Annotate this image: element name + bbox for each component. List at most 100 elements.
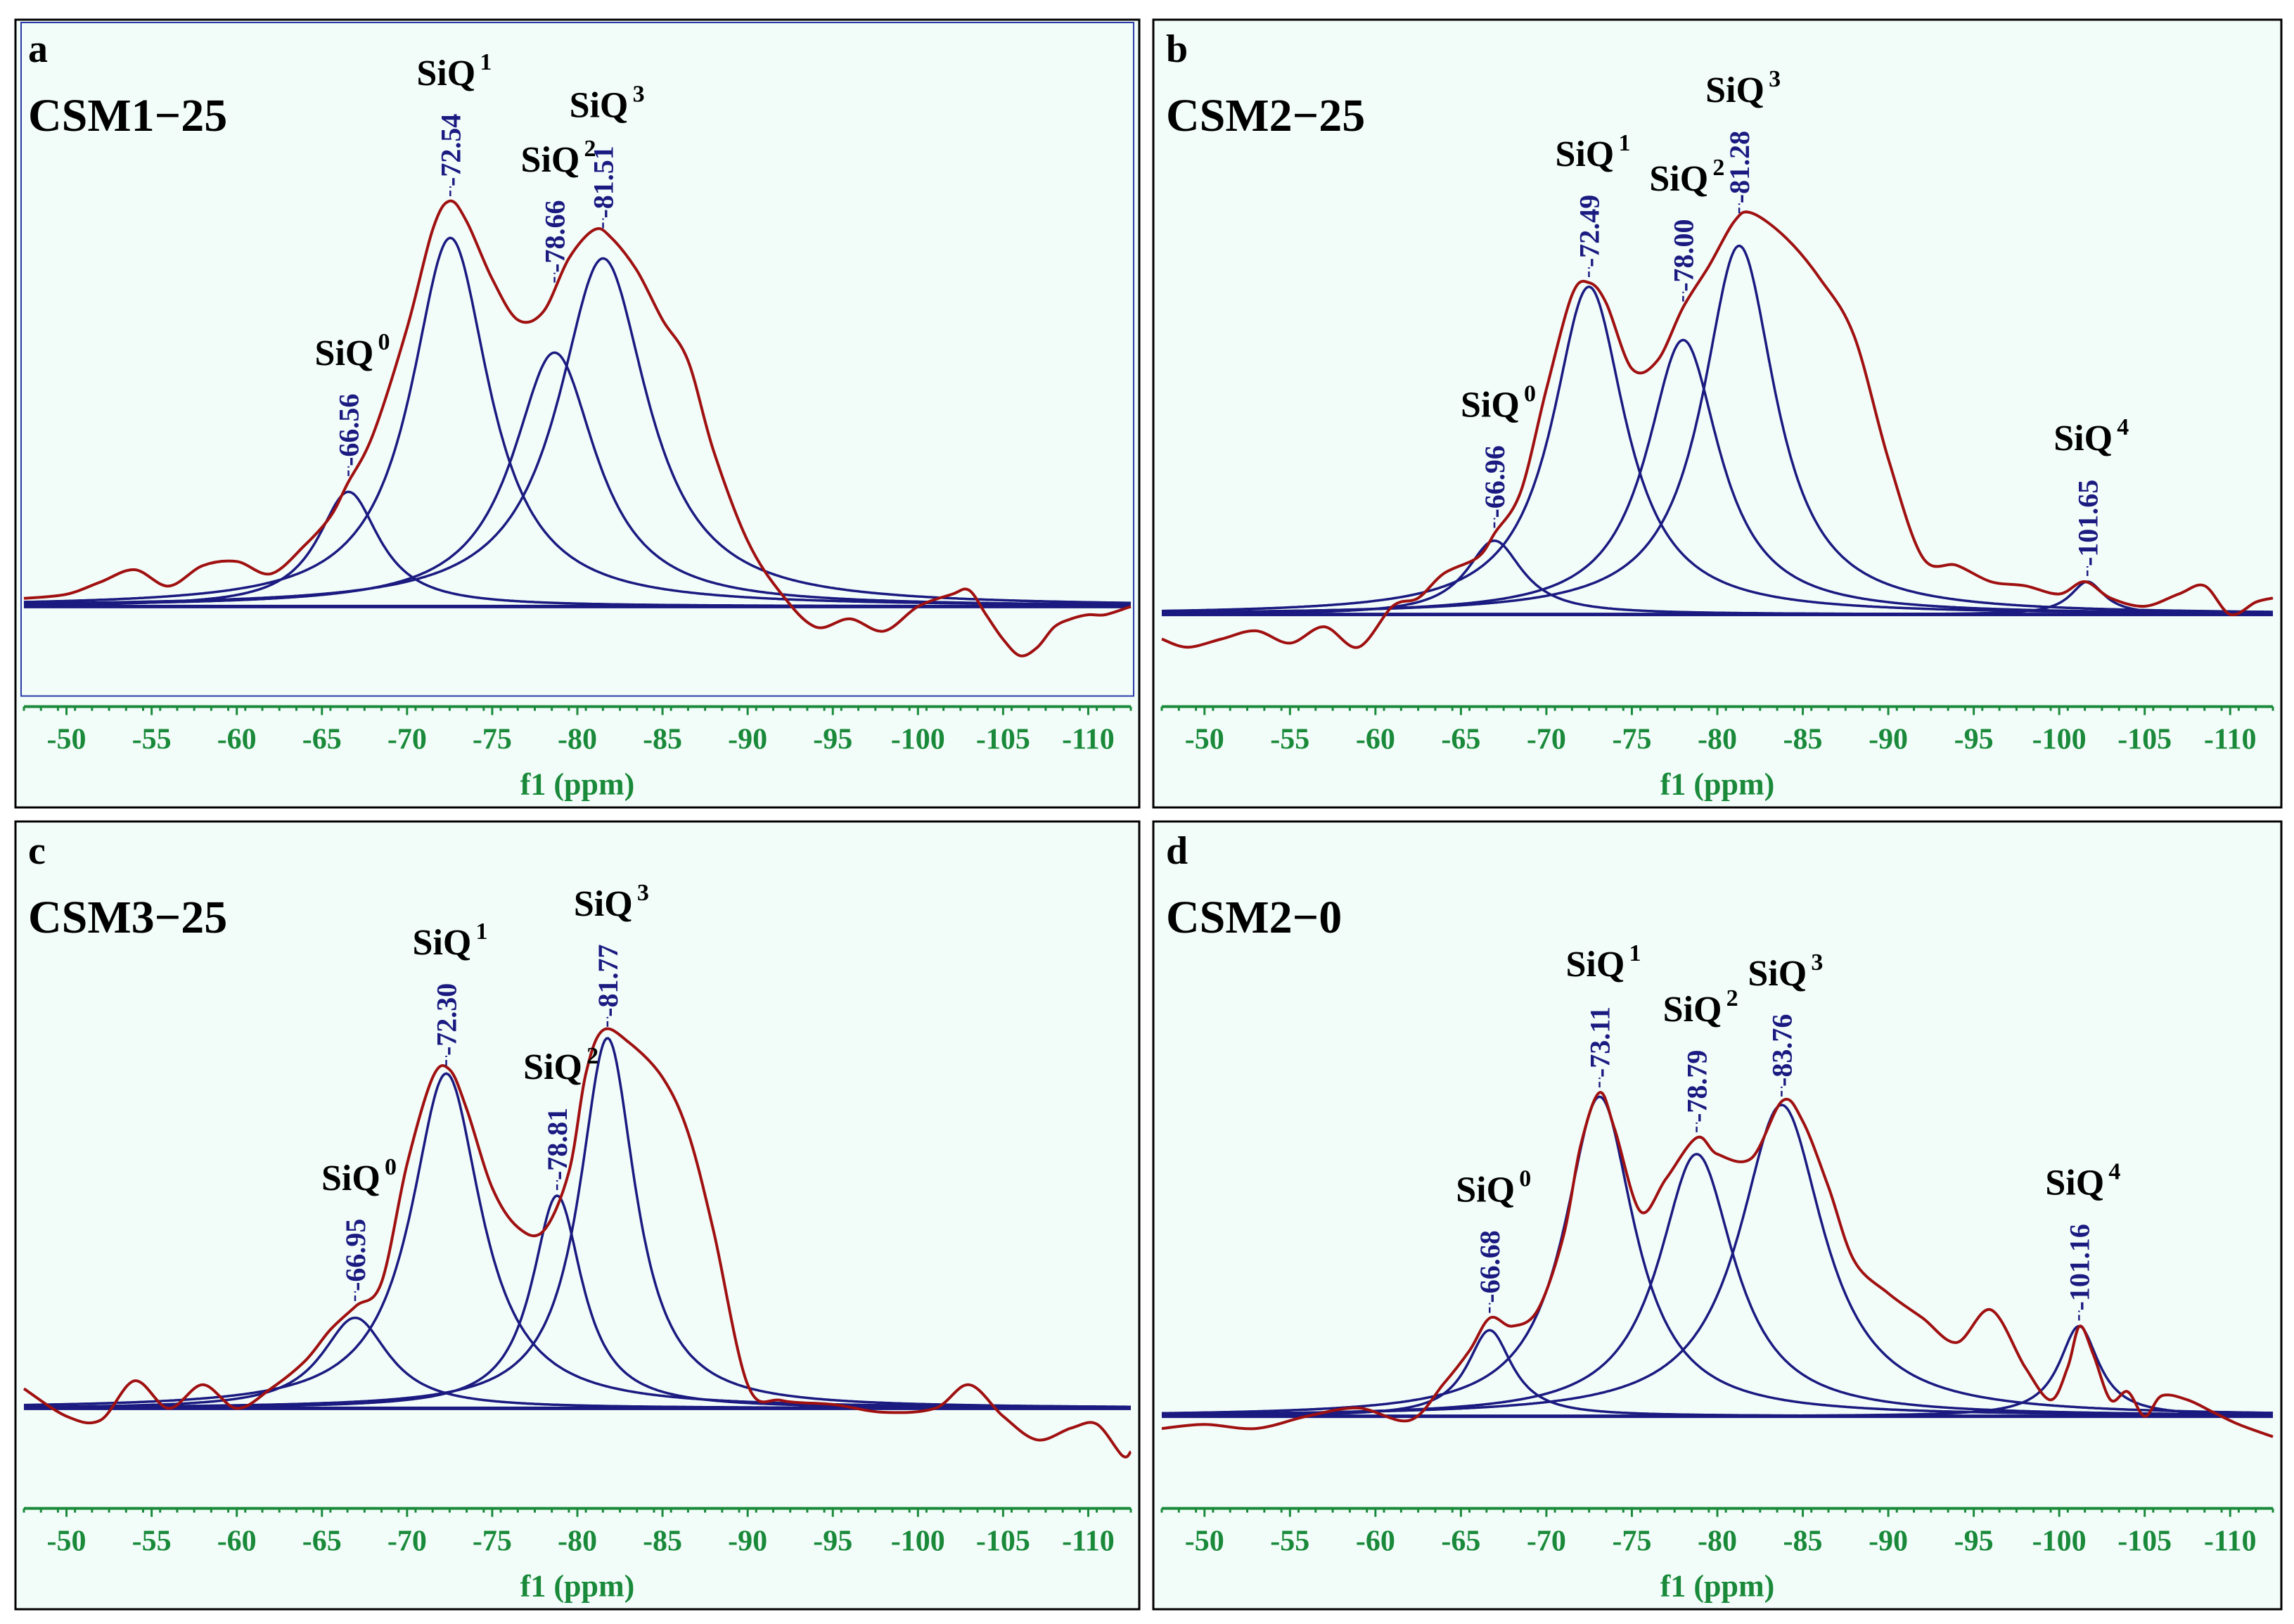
peak-name-label: SiQ [413,923,472,963]
x-tick-label: -65 [1441,1526,1480,1558]
x-tick-label: -60 [1356,1526,1395,1558]
peak-name-label: SiQ [523,1047,582,1087]
peak-name-superscript: 1 [1618,130,1630,156]
x-tick-label: -90 [1869,724,1908,756]
fit-curve-siq3 [1162,244,2273,614]
x-tick-label: -105 [2117,1526,2172,1558]
sample-name: CSM2−0 [1166,892,1342,943]
peak-name-superscript: 2 [584,136,596,162]
peak-name-superscript: 1 [480,49,492,75]
experimental-spectrum [23,1027,1132,1459]
panel-c: c CSM3−25 -50 -55 -60 -65 -70 -75 -80 -85 -90 -95 -1… [14,820,1141,1611]
peak-name-superscript: 2 [587,1043,598,1069]
peak-value-label: -66.56 [333,394,365,466]
plot-border [20,22,1134,697]
peak-name-superscript: 0 [1524,381,1536,407]
peak-name-label: SiQ [1555,134,1614,174]
plot-background [1155,823,2280,1608]
x-axis-label: f1 (ppm) [520,767,635,802]
x-tick-label: -80 [1698,724,1737,756]
x-tick-label: -85 [1783,1526,1823,1558]
peak-value-label: -78.81 [542,1108,573,1180]
x-tick-label: -85 [1783,724,1823,756]
peak-name-label: SiQ [416,53,475,94]
peak-name-label: SiQ [1566,945,1625,985]
panel-letter: c [28,829,46,873]
x-tick-label: -90 [1869,1526,1908,1558]
peak-name-superscript: 3 [637,880,649,906]
peak-value-label: -78.00 [1667,219,1699,291]
x-tick-label: -50 [47,1526,86,1558]
x-tick-label: -105 [976,1526,1030,1558]
x-tick-label: -55 [132,724,172,756]
x-tick-label: -95 [1954,1526,1994,1558]
peak-name-superscript: 0 [1519,1166,1531,1192]
peak-name-label: SiQ [321,1158,380,1198]
x-tick-label: -60 [217,1526,257,1558]
peak-name-label: SiQ [1663,990,1722,1030]
x-tick-label: -80 [558,1526,597,1558]
panel-a: a CSM1−25 -50 -55 -60 -65 -70 -75 -80 -85 -90 -95 -1… [14,18,1141,809]
sample-name: CSM3−25 [28,892,227,943]
x-tick-label: -65 [302,1526,342,1558]
peak-name-superscript: 1 [476,919,488,945]
x-tick-label: -70 [1527,724,1566,756]
x-axis-label: f1 (ppm) [520,1569,635,1604]
sample-name: CSM2−25 [1166,90,1365,141]
x-tick-label: -55 [132,1526,172,1558]
peak-value-label: -78.66 [539,200,571,272]
x-tick-label: -110 [2204,724,2257,756]
peak-value-label: -72.30 [431,983,463,1056]
peak-name-label: SiQ [1748,954,1807,994]
x-tick-label: -50 [47,724,86,756]
peak-name-label: SiQ [315,333,374,373]
x-tick-label: -110 [1062,724,1115,756]
x-tick-label: -85 [643,724,682,756]
peak-name-superscript: 4 [2108,1158,2120,1184]
x-tick-label: -75 [473,724,512,756]
x-tick-label: -105 [976,724,1030,756]
panel-letter: a [28,27,48,71]
peak-name-label: SiQ [574,884,633,924]
x-tick-label: -75 [1612,724,1651,756]
x-tick-label: -85 [643,1526,682,1558]
fit-curve-siq3 [1162,1104,2273,1416]
peak-value-label: -78.79 [1681,1050,1713,1123]
panel-letter: b [1166,27,1188,71]
x-tick-label: -110 [2204,1526,2257,1558]
panel-d: d CSM2−0 -50 -55 -60 -65 -70 -75 -80 -85 -90 -95 -10… [1152,820,2283,1611]
plot-background [1155,21,2280,806]
peak-name-label: SiQ [570,86,629,126]
plot-background [17,21,1138,806]
x-tick-label: -100 [891,724,945,756]
panel-b: b CSM2−25 -50 -55 -60 -65 -70 -75 -80 -85 -90 -95 -1… [1152,18,2283,809]
peak-value-label: -101.65 [2072,480,2103,566]
x-tick-label: -55 [1270,1526,1309,1558]
peak-name-label: SiQ [2053,418,2113,459]
x-tick-label: -100 [2032,724,2087,756]
x-tick-label: -110 [1062,1526,1115,1558]
x-tick-label: -80 [558,724,597,756]
peak-value-label: -101.16 [2063,1224,2095,1310]
peak-name-superscript: 0 [378,329,390,355]
x-tick-label: -55 [1270,724,1309,756]
peak-value-label: -81.51 [588,146,620,218]
x-tick-label: -100 [891,1526,945,1558]
peak-value-label: -73.11 [1584,1006,1616,1078]
x-tick-label: -75 [473,1526,512,1558]
peak-value-label: -81.28 [1724,131,1755,203]
sample-name: CSM1−25 [28,90,227,141]
peak-name-superscript: 4 [2117,414,2129,440]
peak-name-label: SiQ [1456,1170,1515,1210]
peak-name-superscript: 3 [1811,950,1823,976]
x-tick-label: -60 [217,724,257,756]
x-tick-label: -80 [1698,1526,1737,1558]
peak-name-label: SiQ [1461,385,1520,426]
x-tick-label: -95 [1954,724,1994,756]
fit-curve-siq3 [24,1037,1131,1409]
peak-value-label: -83.76 [1766,1014,1798,1087]
x-axis-label: f1 (ppm) [1660,767,1775,802]
peak-name-label: SiQ [2045,1163,2104,1203]
x-tick-label: -95 [813,724,852,756]
